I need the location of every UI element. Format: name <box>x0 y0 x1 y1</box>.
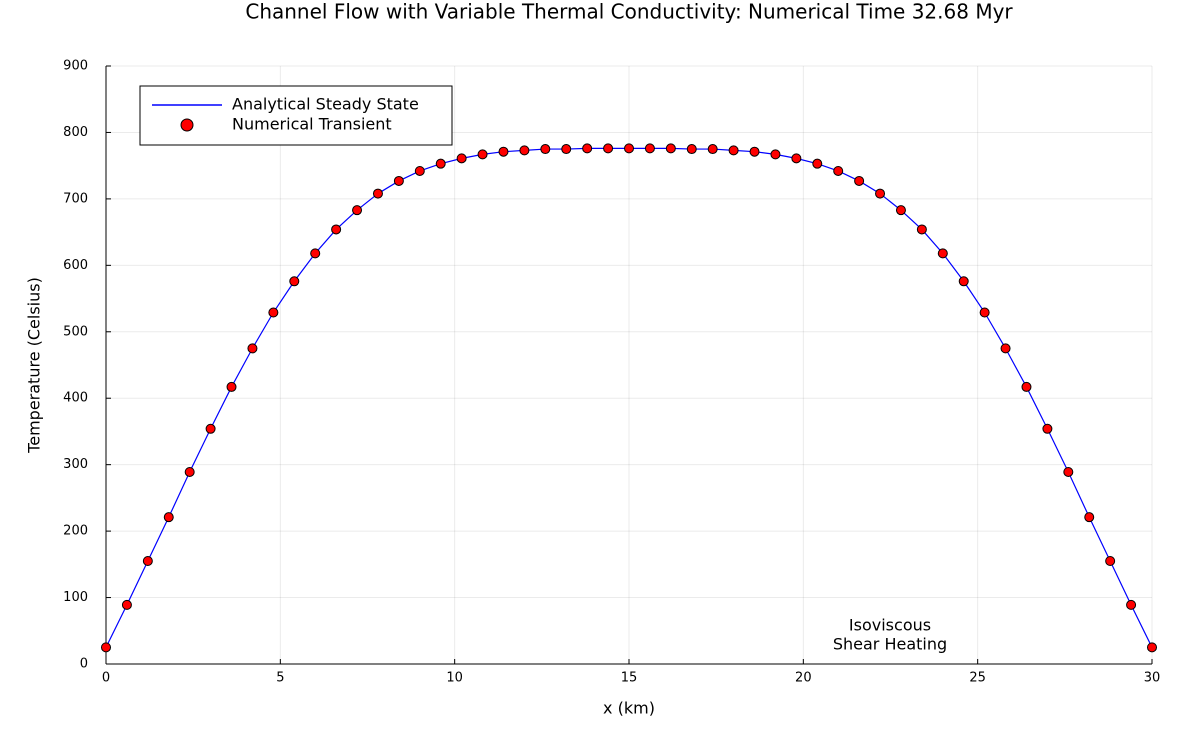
x-tick-label: 25 <box>969 671 986 686</box>
marker <box>644 143 655 154</box>
marker <box>435 158 446 169</box>
marker <box>812 158 823 169</box>
legend-swatch <box>180 118 194 132</box>
chart-title: Channel Flow with Variable Thermal Condu… <box>245 0 1013 24</box>
marker <box>707 144 718 155</box>
marker <box>1105 556 1116 567</box>
marker <box>498 146 509 157</box>
y-tick-label: 400 <box>63 391 88 406</box>
marker <box>352 205 363 216</box>
marker <box>184 466 195 477</box>
y-tick-label: 700 <box>63 191 88 206</box>
annotation: Isoviscous <box>849 616 931 635</box>
marker <box>289 276 300 287</box>
marker <box>561 144 572 155</box>
x-tick-label: 15 <box>621 671 638 686</box>
x-axis-label: x (km) <box>603 699 655 718</box>
marker <box>833 165 844 176</box>
marker <box>205 423 216 434</box>
marker <box>895 205 906 216</box>
marker <box>979 307 990 318</box>
marker <box>916 224 927 235</box>
marker <box>393 175 404 186</box>
marker <box>728 145 739 156</box>
marker <box>875 188 886 199</box>
marker <box>331 224 342 235</box>
marker <box>958 276 969 287</box>
marker <box>1147 642 1157 653</box>
x-tick-label: 5 <box>276 671 284 686</box>
y-tick-label: 600 <box>63 258 88 273</box>
marker <box>101 642 111 653</box>
y-tick-label: 0 <box>80 657 88 672</box>
marker <box>372 188 383 199</box>
marker <box>1042 423 1053 434</box>
legend-label: Numerical Transient <box>232 115 392 134</box>
marker <box>477 149 488 160</box>
marker <box>1021 381 1032 392</box>
marker <box>937 248 948 259</box>
marker <box>624 143 634 154</box>
marker <box>686 144 697 155</box>
marker <box>268 307 279 318</box>
y-tick-label: 100 <box>63 590 88 605</box>
marker <box>582 143 593 154</box>
x-tick-label: 30 <box>1144 671 1161 686</box>
x-tick-label: 10 <box>446 671 463 686</box>
y-tick-label: 500 <box>63 324 88 339</box>
y-tick-label: 900 <box>63 59 88 74</box>
marker <box>749 146 760 157</box>
marker <box>226 381 237 392</box>
annotation: Shear Heating <box>833 635 947 654</box>
marker <box>665 143 676 154</box>
x-tick-label: 20 <box>795 671 812 686</box>
marker <box>163 512 174 523</box>
marker <box>456 153 467 164</box>
legend-label: Analytical Steady State <box>232 95 419 114</box>
marker <box>770 149 781 160</box>
y-axis-label: Temperature (Celsius) <box>25 277 44 454</box>
marker <box>519 145 530 156</box>
y-tick-label: 800 <box>63 125 88 140</box>
marker <box>854 175 865 186</box>
marker <box>414 165 425 176</box>
x-tick-label: 0 <box>102 671 110 686</box>
marker <box>1063 466 1074 477</box>
marker <box>142 556 153 567</box>
marker <box>791 153 802 164</box>
marker <box>1000 343 1011 354</box>
y-tick-label: 300 <box>63 457 88 472</box>
legend-box <box>139 85 453 146</box>
marker <box>310 248 321 259</box>
marker <box>603 143 614 154</box>
y-tick-label: 200 <box>63 524 88 539</box>
marker <box>121 599 132 610</box>
marker <box>1126 599 1137 610</box>
marker <box>247 343 258 354</box>
marker <box>1084 512 1095 523</box>
marker <box>540 144 551 155</box>
